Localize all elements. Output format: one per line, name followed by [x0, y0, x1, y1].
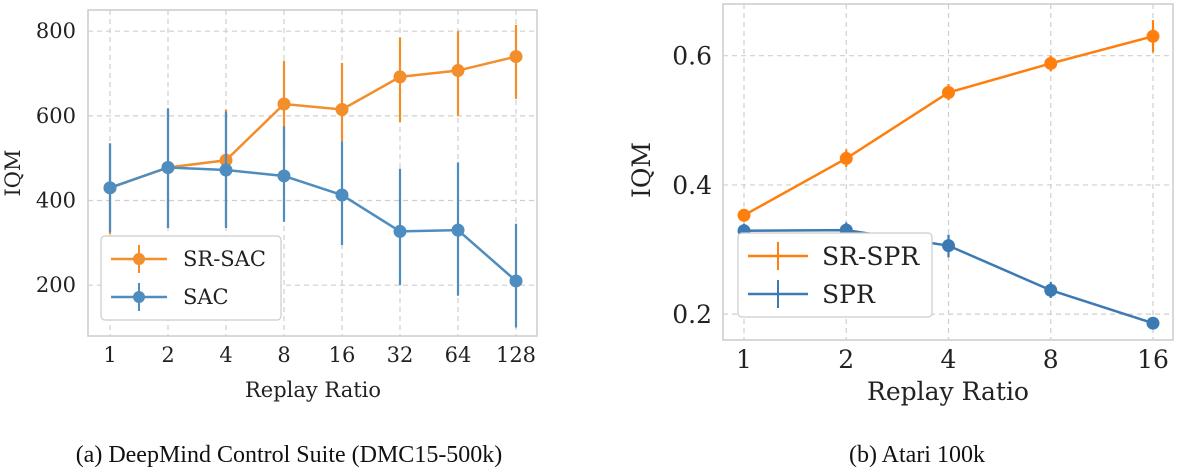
x-tick-label: 16	[329, 343, 356, 367]
y-axis-label-b: IQM	[627, 142, 656, 198]
x-tick-label: 16	[1137, 345, 1169, 374]
y-tick-label: 400	[36, 189, 76, 213]
legend-b: SR-SPR SPR	[737, 232, 933, 318]
data-point	[335, 188, 349, 202]
x-axis-label-a: Replay Ratio	[245, 378, 381, 402]
legend-label-sac: SAC	[183, 285, 229, 309]
series-a	[103, 24, 523, 328]
legend-a: SR-SAC SAC	[100, 235, 282, 321]
x-tick-label: 1	[103, 343, 116, 367]
data-point	[393, 224, 407, 238]
y-tick-label: 0.2	[672, 300, 712, 329]
x-tick-label: 32	[387, 343, 414, 367]
x-tick-label: 4	[219, 343, 232, 367]
data-point	[1146, 29, 1160, 43]
legend-box-b	[737, 232, 933, 318]
data-point	[219, 163, 233, 177]
data-point	[737, 208, 751, 222]
x-tick-label: 1	[736, 345, 752, 374]
panel-a-dmc: 1 2 4 8 16 32 64 128 200 400 600 800 Replay Ratio I…	[1, 9, 538, 468]
ticks-a: 1 2 4 8 16 32 64 128 200 400 600 800	[36, 19, 536, 367]
data-point	[942, 86, 955, 100]
series-line	[109, 166, 517, 282]
data-point	[1044, 56, 1058, 70]
data-point	[1146, 316, 1160, 330]
data-point	[103, 181, 117, 195]
x-tick-label: 4	[941, 345, 957, 374]
data-point	[161, 160, 175, 174]
series-b	[737, 20, 1160, 330]
y-tick-label: 200	[36, 273, 76, 297]
data-point	[393, 70, 407, 84]
legend-marker-sr-sac	[133, 253, 145, 265]
data-point	[277, 169, 291, 183]
caption-b: (b) Atari 100k	[849, 442, 985, 468]
data-point	[277, 97, 291, 111]
series-line	[109, 55, 517, 189]
y-tick-label: 0.4	[672, 171, 712, 200]
data-point	[451, 223, 465, 237]
data-point	[451, 64, 465, 78]
y-tick-label: 600	[36, 104, 76, 128]
y-tick-label: 800	[36, 19, 76, 43]
x-tick-label: 128	[496, 343, 536, 367]
legend-box-a	[100, 235, 282, 321]
x-tick-label: 2	[161, 343, 174, 367]
data-point	[1044, 283, 1058, 297]
ticks-b: 1 2 4 8 16 0.2 0.4 0.6	[672, 42, 1169, 374]
x-tick-label: 8	[1043, 345, 1059, 374]
legend-marker-sac	[133, 291, 145, 303]
x-tick-label: 2	[838, 345, 854, 374]
data-point	[509, 50, 523, 64]
x-axis-label-b: Replay Ratio	[867, 377, 1029, 406]
data-point	[335, 102, 349, 116]
legend-label-sr-spr: SR-SPR	[822, 242, 920, 271]
y-axis-label-a: IQM	[1, 149, 25, 196]
data-point	[942, 239, 955, 253]
y-tick-label: 0.6	[672, 42, 712, 71]
data-point	[509, 274, 523, 288]
x-tick-label: 8	[277, 343, 290, 367]
panel-b-atari: 1 2 4 8 16 0.2 0.4 0.6 Replay Ratio IQM SR-SPR …	[627, 3, 1174, 468]
caption-a: (a) DeepMind Control Suite (DMC15-500k)	[76, 442, 503, 468]
data-point	[839, 151, 853, 165]
legend-label-spr: SPR	[822, 280, 876, 309]
x-tick-label: 64	[445, 343, 472, 367]
legend-label-sr-sac: SR-SAC	[183, 247, 266, 271]
